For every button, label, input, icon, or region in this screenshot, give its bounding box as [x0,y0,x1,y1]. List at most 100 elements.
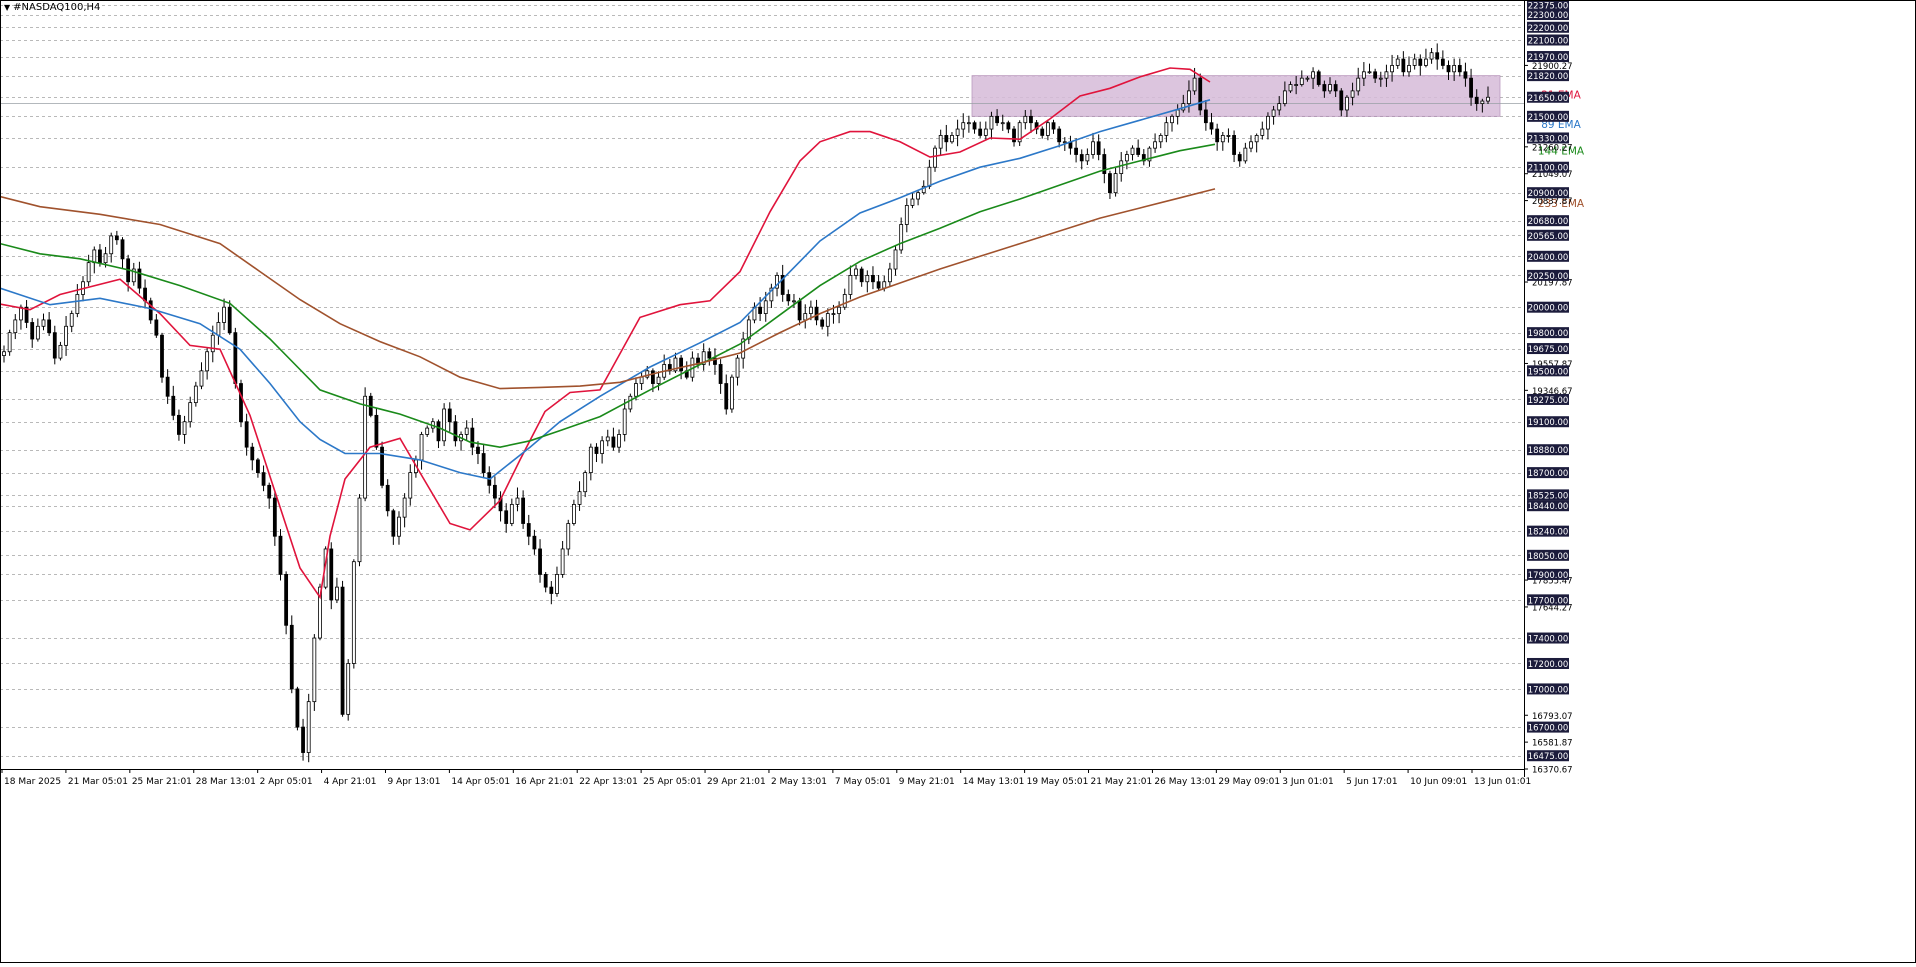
candle-body-bull [1147,147,1152,162]
candle-body-bull [1390,65,1394,73]
price-scale-label: 17855.47 [1532,577,1573,587]
candle-body-bull [1361,71,1366,79]
time-axis[interactable]: 18 Mar 2025 21 Mar 05:01 25 Mar 21:01 28 Ma… [0,769,1531,787]
candle-body-bull [1288,84,1293,92]
candle-body-bull [865,274,870,283]
price-level-label: 19800.00 [1528,329,1569,339]
price-level-label: 19100.00 [1528,418,1569,428]
candle-body-bear [972,122,977,130]
candle-body-bear [1034,122,1039,130]
candle-body-bull [182,421,187,435]
candle-body-bull [634,383,638,397]
price-scale-label: 20837.87 [1532,197,1573,207]
candle-body-bull [1158,135,1163,143]
price-level-box [1527,343,1569,355]
candle-body-bear [995,115,999,124]
candle-body-bull [509,504,514,524]
candle-body-bull [617,434,621,448]
candle-body-bull [408,472,413,499]
time-label: 4 Apr 21:01 [324,777,377,787]
candle-body-bear [1469,77,1473,98]
candle-body-bull [983,128,988,136]
candle-body-bull [746,319,751,340]
candle-body-bull [1000,122,1005,125]
candle-body-bull [1277,103,1282,111]
price-level-label: 22300.00 [1528,11,1569,21]
candle-body-bull [741,338,746,359]
candle-body-bull [1395,58,1400,66]
candle-body-bull [92,249,97,264]
candle-body-bear [284,574,289,626]
candle-body-bull [1407,65,1411,73]
candle-body-bull [572,504,576,524]
price-level-box [1527,269,1569,281]
candle-body-bull [735,357,740,378]
candle-body-bear [797,300,802,321]
candle-body-bear [1457,65,1462,73]
candle-body-bear [272,497,277,537]
candle-body-bull [1254,135,1259,143]
candle-body-bull [916,192,920,200]
candle-body-bull [7,332,12,353]
candle-body-bear [1051,122,1056,130]
candle-body-bear [1040,128,1045,136]
ema-89-label: 89 EMA [1541,119,1581,131]
candle-body-bear [594,446,599,454]
price-level-label: 19500.00 [1528,367,1569,377]
candle-body-bull [560,548,565,575]
price-level-label: 19275.00 [1528,396,1569,406]
candle-body-bull [1260,128,1265,136]
candle-body-bear [814,306,819,321]
price-level-box [1527,500,1569,512]
price-axis[interactable]: 21900.27 21260.27 21049.07 20837.87 20197.87… [1524,0,1573,777]
price-level-box [1527,9,1569,21]
price-level-label: 20000.00 [1528,304,1569,314]
candle-body-bull [306,701,311,753]
candle-body-bull [131,268,136,283]
candle-body-bull [346,663,351,715]
candle-body-bull [1350,90,1355,98]
price-level-box [1527,467,1569,479]
ema-line-233-ema [0,188,1216,390]
candle-body-bull [808,306,813,314]
price-scale-label: 19557.87 [1532,360,1573,370]
candle-body-bull [109,235,114,255]
candle-body-bull [1356,77,1361,92]
candle-body-bull [1271,109,1276,117]
candle-body-bear [1203,109,1208,124]
time-label: 14 Apr 05:01 [451,777,510,787]
candle-body-bear [1232,135,1236,155]
candle-body-bull [205,351,210,372]
zone-rectangle [971,75,1501,117]
candle-body-bull [1486,96,1490,102]
time-label: 7 May 05:01 [835,777,891,787]
candle-body-bear [1435,52,1440,60]
candle-body-bull [1192,77,1197,92]
candle-body-bull [335,586,339,601]
price-scale-label: 16370.67 [1532,766,1573,776]
candle-body-bear [538,548,542,575]
candle-body-bear [256,459,260,474]
price-level-label: 17400.00 [1528,635,1569,645]
candle-body-bull [351,561,356,664]
candle-body-bear [250,446,255,461]
candle-body-bull [1113,173,1118,194]
candle-body-bear [1401,58,1406,73]
candle-body-bull [1311,71,1315,79]
candle-body-bull [701,351,706,365]
candle-series [2,43,1490,763]
price-level-label: 21330.00 [1528,134,1569,144]
candle-body-bull [763,300,768,314]
candle-body-bear [944,135,949,143]
candle-body-bull [1023,115,1028,124]
candle-body-bear [98,249,102,264]
candle-body-bull [882,281,887,289]
time-label: 2 Apr 05:01 [260,777,313,787]
time-label: 2 May 13:01 [771,777,827,787]
candle-body-bear [233,332,238,384]
candle-body-bull [600,440,605,454]
candle-body-bull [1243,147,1248,162]
candle-body-bull [566,523,571,550]
